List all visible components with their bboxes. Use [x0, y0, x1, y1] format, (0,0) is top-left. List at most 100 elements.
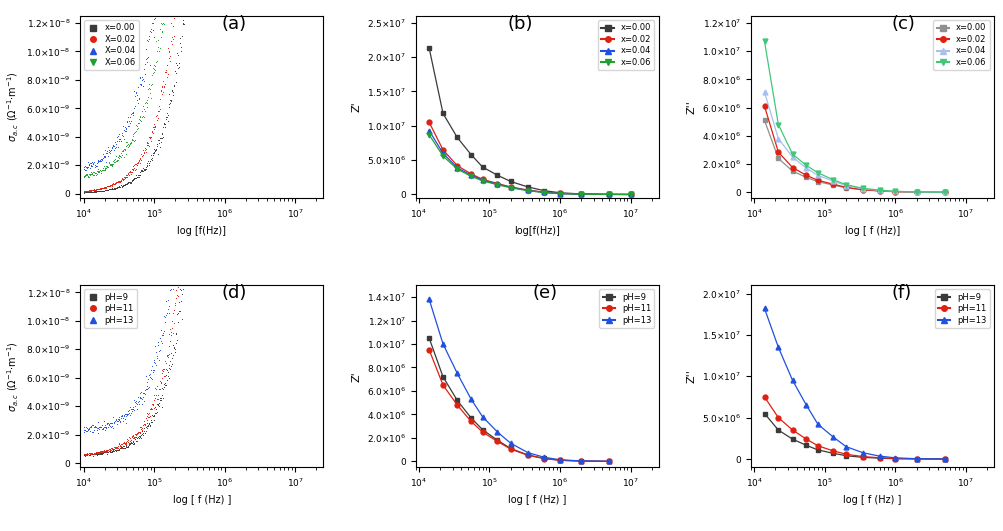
Point [81, 186, 97, 195]
Point [126, 439, 142, 448]
Point [157, 115, 174, 123]
Point [128, 429, 144, 437]
Text: (b): (b) [508, 15, 533, 33]
Point [155, 83, 172, 91]
Point [144, 149, 160, 157]
Point [86, 185, 102, 194]
Point [184, 95, 200, 104]
Point [113, 175, 129, 183]
Point [119, 138, 135, 146]
Point [152, 378, 169, 386]
Point [78, 163, 94, 172]
Point [126, 174, 142, 182]
Point [107, 151, 123, 160]
Point [116, 409, 132, 418]
Point [93, 166, 109, 174]
Point [101, 158, 117, 166]
Point [145, 33, 161, 41]
Point [126, 91, 142, 100]
Point [161, 364, 178, 372]
Point [152, 138, 169, 146]
Point [91, 168, 107, 176]
Point [108, 157, 124, 165]
Point [78, 170, 94, 179]
Point [80, 425, 96, 433]
Point [116, 125, 132, 134]
Point [119, 437, 135, 446]
Point [138, 378, 154, 387]
Point [160, 48, 177, 56]
Legend: x=0.00, x=0.02, x=0.04, x=0.06: x=0.00, x=0.02, x=0.04, x=0.06 [933, 20, 989, 70]
Point [108, 443, 124, 451]
Point [130, 119, 146, 127]
Point [190, 62, 206, 71]
Point [85, 188, 101, 196]
Point [77, 451, 93, 460]
Point [92, 156, 108, 165]
Point [81, 450, 97, 459]
Point [187, 67, 203, 75]
Point [82, 188, 98, 196]
Point [155, 394, 172, 402]
Point [166, 6, 183, 14]
Point [115, 438, 131, 446]
Point [107, 447, 123, 456]
Point [98, 446, 114, 455]
Point [144, 375, 160, 383]
Text: (a): (a) [221, 15, 246, 33]
Point [160, 276, 177, 284]
Point [115, 414, 131, 423]
Point [143, 133, 159, 142]
Point [129, 400, 145, 408]
Point [146, 408, 162, 417]
Point [95, 152, 111, 160]
Point [159, 353, 176, 361]
Point [158, 61, 175, 69]
Point [83, 170, 99, 178]
Point [103, 185, 119, 193]
Point [90, 185, 106, 193]
Point [101, 182, 117, 190]
Point [130, 118, 146, 127]
Point [110, 130, 126, 139]
Point [137, 147, 153, 156]
Point [99, 147, 115, 156]
Point [98, 162, 114, 170]
Point [135, 164, 151, 172]
Point [145, 365, 161, 374]
Point [183, 193, 199, 201]
Point [89, 418, 105, 426]
Point [114, 412, 130, 420]
Point [182, 153, 198, 161]
Point [102, 446, 118, 454]
Point [129, 125, 145, 133]
Point [189, 7, 205, 16]
Point [170, 64, 186, 72]
Point [148, 408, 164, 416]
Point [122, 402, 138, 411]
Point [82, 450, 98, 458]
Point [85, 449, 101, 458]
Point [123, 169, 139, 178]
Point [189, 122, 205, 131]
Point [128, 88, 144, 97]
Point [111, 177, 127, 186]
Point [102, 159, 118, 168]
Point [131, 389, 147, 397]
Point [134, 431, 150, 439]
Point [135, 429, 151, 437]
Point [140, 421, 156, 430]
Point [160, 103, 177, 112]
Point [118, 412, 134, 421]
Point [110, 446, 126, 454]
Point [158, 352, 175, 361]
Point [110, 132, 126, 140]
Point [107, 143, 123, 151]
Point [135, 113, 151, 121]
Point [160, 100, 177, 108]
Point [130, 170, 146, 179]
Point [123, 136, 139, 144]
Point [139, 160, 155, 169]
Point [145, 148, 161, 157]
Point [106, 180, 122, 189]
